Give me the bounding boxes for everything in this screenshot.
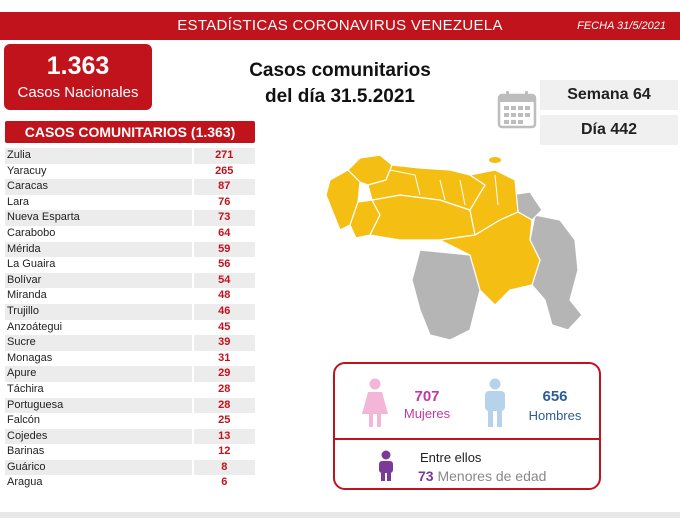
table-row: Carabobo 64	[5, 226, 255, 242]
state-name: Monagas	[7, 351, 53, 364]
main-title-line2: del día 31.5.2021	[265, 86, 415, 107]
state-cases: 28	[193, 397, 255, 414]
state-name: Mérida	[5, 241, 192, 258]
table-row: Monagas 31	[5, 351, 255, 367]
minors-count: 73	[418, 468, 434, 484]
venezuela-map	[325, 154, 583, 341]
table-row: Portuguesa 28	[5, 397, 255, 414]
table-row: Nueva Esparta 73	[5, 210, 255, 226]
state-name: Cojedes	[5, 428, 192, 445]
state-name: Yaracuy	[7, 164, 47, 177]
table-row: Bolívar 54	[5, 272, 255, 289]
state-cases: 46	[193, 303, 255, 320]
male-label: Hombres	[528, 408, 582, 423]
state-cases: 64	[218, 226, 231, 239]
state-name: Táchira	[7, 382, 44, 395]
state-cases: 73	[193, 210, 255, 226]
table-row: Anzoátegui 45	[5, 320, 255, 336]
table-row: Lara 76	[5, 195, 255, 211]
table-row: Sucre 39	[5, 335, 255, 351]
footer-line	[0, 512, 680, 518]
child-icon	[379, 450, 393, 481]
state-name: Miranda	[7, 289, 47, 302]
table-row: Apure 29	[5, 366, 255, 382]
table-row: Mérida 59	[5, 241, 255, 258]
state-name: Barinas	[7, 445, 45, 458]
state-name: Lara	[7, 195, 30, 208]
male-count: 656	[542, 388, 568, 405]
state-cases: 8	[193, 459, 255, 476]
main-title: Casos comunitarios del día 31.5.2021	[220, 58, 460, 110]
calendar-icon	[497, 91, 537, 129]
map-region-esequiba	[529, 214, 583, 331]
table-row: Guárico 8	[5, 459, 255, 476]
between-label: Entre ellos	[420, 450, 482, 465]
table-row: Aragua 6	[5, 475, 255, 491]
table-row: Barinas 12	[5, 444, 255, 460]
state-name: Trujillo	[5, 303, 192, 320]
table-row: Táchira 28	[5, 382, 255, 398]
state-cases: 12	[218, 445, 231, 458]
map-region-bolivar	[438, 211, 541, 306]
minors-label: Menores de edad	[437, 468, 547, 484]
week-box: Semana 64	[540, 80, 678, 110]
state-cases: 265	[215, 164, 234, 177]
state-cases: 48	[218, 289, 231, 302]
header-title: ESTADÍSTICAS CORONAVIRUS VENEZUELA	[177, 17, 503, 34]
male-icon	[485, 378, 505, 427]
state-cases: 59	[193, 241, 255, 258]
state-name: Caracas	[5, 179, 192, 195]
gender-box: 707 Mujeres 656 Hombres Entre ellos 73 M…	[333, 362, 601, 490]
state-name: Falcón	[7, 414, 41, 427]
minors-line: 73 Menores de edad	[418, 468, 546, 484]
state-cases: 39	[193, 335, 255, 351]
table-row: Trujillo 46	[5, 303, 255, 320]
state-cases: 31	[218, 351, 231, 364]
state-name: Nueva Esparta	[5, 210, 192, 226]
table-row: Cojedes 13	[5, 428, 255, 445]
map-region-nueva-esparta	[489, 157, 501, 163]
state-cases: 13	[193, 428, 255, 445]
day-box: Día 442	[540, 115, 678, 145]
table-row: Falcón 25	[5, 413, 255, 429]
state-name: Guárico	[5, 459, 192, 476]
state-name: La Guaira	[7, 258, 56, 271]
female-icon	[362, 378, 388, 427]
cases-table: Zulia 271 Yaracuy 265 Caracas 87 Lara 76 Nue…	[5, 148, 255, 491]
state-cases: 45	[218, 320, 231, 333]
state-name: Sucre	[5, 335, 192, 351]
table-title: CASOS COMUNITARIOS (1.363)	[5, 121, 255, 143]
header-bar: ESTADÍSTICAS CORONAVIRUS VENEZUELA FECHA…	[0, 12, 680, 40]
total-cases-label: Casos Nacionales	[17, 84, 139, 101]
state-cases: 28	[218, 382, 231, 395]
table-row: Yaracuy 265	[5, 164, 255, 180]
state-name: Apure	[5, 366, 192, 382]
state-cases: 29	[193, 366, 255, 382]
total-cases-box: 1.363 Casos Nacionales	[4, 44, 152, 110]
table-row: Miranda 48	[5, 288, 255, 304]
state-cases: 87	[193, 179, 255, 195]
female-count: 707	[414, 388, 440, 405]
table-row: Zulia 271	[5, 148, 255, 164]
total-cases-number: 1.363	[46, 52, 110, 80]
table-row: Caracas 87	[5, 179, 255, 195]
divider	[335, 438, 599, 440]
table-row: La Guaira 56	[5, 257, 255, 273]
state-cases: 6	[221, 476, 228, 489]
state-name: Aragua	[7, 476, 43, 489]
state-name: Bolívar	[5, 272, 192, 289]
state-cases: 56	[218, 258, 231, 271]
state-cases: 271	[193, 148, 255, 164]
female-label: Mujeres	[403, 406, 451, 421]
header-date: FECHA 31/5/2021	[577, 20, 666, 32]
state-name: Zulia	[5, 148, 192, 164]
map-region-amazonas	[411, 249, 481, 341]
state-cases: 25	[218, 414, 231, 427]
state-cases: 54	[193, 272, 255, 289]
state-cases: 76	[218, 195, 231, 208]
main-title-line1: Casos comunitarios	[249, 60, 431, 81]
state-name: Anzoátegui	[7, 320, 63, 333]
state-name: Carabobo	[7, 226, 56, 239]
state-name: Portuguesa	[5, 397, 192, 414]
